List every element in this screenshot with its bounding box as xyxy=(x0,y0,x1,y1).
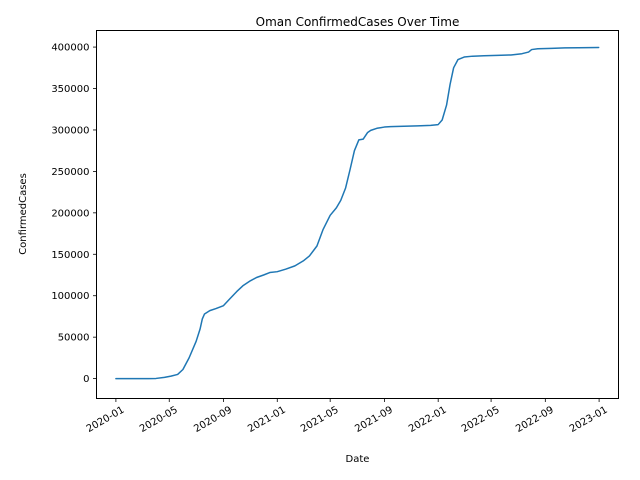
y-tick-label: 0 xyxy=(83,374,89,385)
plot-frame xyxy=(96,30,619,399)
chart-title: Oman ConfirmedCases Over Time xyxy=(256,15,460,29)
y-tick-label: 150000 xyxy=(51,250,89,261)
y-tick-label: 250000 xyxy=(51,167,89,178)
series-line-0 xyxy=(115,46,600,380)
plot-area xyxy=(115,46,600,380)
x-axis-label: Date xyxy=(346,454,370,465)
y-tick-label: 100000 xyxy=(51,291,89,302)
y-tick-label: 200000 xyxy=(51,208,89,219)
y-tick-label: 350000 xyxy=(51,84,89,95)
y-axis-label: ConfirmedCases xyxy=(18,173,29,255)
y-tick-label: 300000 xyxy=(51,125,89,136)
y-tick-label: 50000 xyxy=(58,333,90,344)
y-axis: 0 50000 100000 150000 200000 250000 300000 3500… xyxy=(51,43,97,385)
y-tick-label: 400000 xyxy=(51,43,89,54)
